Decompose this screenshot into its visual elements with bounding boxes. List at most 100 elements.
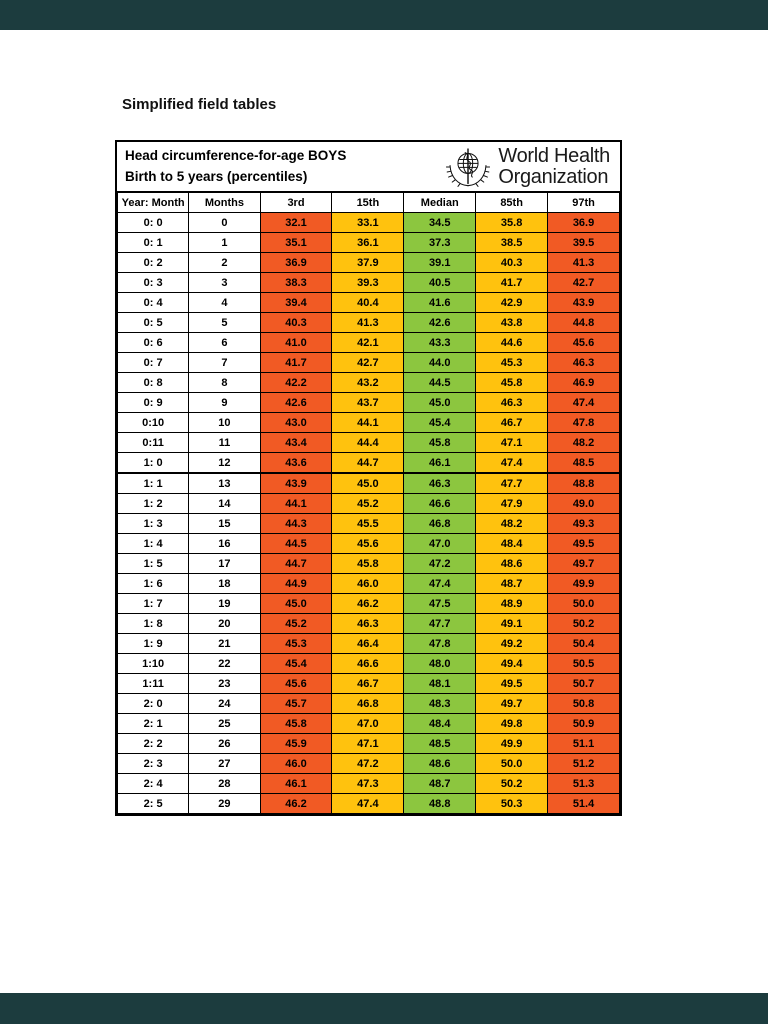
cell-p97: 51.3 bbox=[547, 773, 620, 794]
cell-months: 1 bbox=[188, 232, 261, 253]
cell-year-month: 1: 8 bbox=[116, 613, 190, 634]
cell-year-month: 2: 2 bbox=[116, 733, 190, 754]
col-header-year-month: Year: Month bbox=[116, 192, 190, 213]
cell-p3: 44.9 bbox=[259, 573, 333, 594]
table-row: 1: 3 15 44.3 45.5 46.8 48.2 49.3 bbox=[116, 513, 620, 534]
table-row: 1: 4 16 44.5 45.6 47.0 48.4 49.5 bbox=[116, 533, 620, 554]
cell-p85: 49.2 bbox=[475, 633, 549, 654]
table-row: 0:11 11 43.4 44.4 45.8 47.1 48.2 bbox=[116, 432, 620, 453]
cell-median: 45.4 bbox=[403, 412, 477, 433]
cell-months: 4 bbox=[188, 292, 261, 313]
cell-median: 46.8 bbox=[403, 513, 477, 534]
who-wordmark-line1: World Health bbox=[498, 145, 610, 168]
cell-p97: 47.4 bbox=[547, 392, 620, 413]
cell-p97: 49.3 bbox=[547, 513, 620, 534]
cell-p97: 50.9 bbox=[547, 713, 620, 734]
cell-months: 13 bbox=[188, 472, 261, 494]
cell-p15: 46.4 bbox=[331, 633, 405, 654]
cell-median: 44.0 bbox=[403, 352, 477, 373]
cell-p97: 50.2 bbox=[547, 613, 620, 634]
col-header-3rd: 3rd bbox=[259, 192, 333, 213]
cell-p15: 39.3 bbox=[331, 272, 405, 293]
cell-p97: 51.2 bbox=[547, 753, 620, 774]
cell-p3: 45.8 bbox=[259, 713, 333, 734]
cell-p85: 49.9 bbox=[475, 733, 549, 754]
table-row: 0: 2 2 36.9 37.9 39.1 40.3 41.3 bbox=[116, 252, 620, 273]
cell-year-month: 1: 5 bbox=[116, 553, 190, 574]
cell-median: 47.2 bbox=[403, 553, 477, 574]
cell-median: 34.5 bbox=[403, 212, 477, 233]
cell-months: 3 bbox=[188, 272, 261, 293]
cell-months: 5 bbox=[188, 312, 261, 333]
cell-p3: 45.4 bbox=[259, 653, 333, 674]
table-row: 0: 0 0 32.1 33.1 34.5 35.8 36.9 bbox=[116, 212, 620, 233]
cell-p85: 48.7 bbox=[475, 573, 549, 594]
table-row: 1: 9 21 45.3 46.4 47.8 49.2 50.4 bbox=[116, 633, 620, 654]
table-row: 1: 1 13 43.9 45.0 46.3 47.7 48.8 bbox=[116, 472, 620, 494]
cell-p97: 39.5 bbox=[547, 232, 620, 253]
cell-p15: 45.8 bbox=[331, 553, 405, 574]
table-row: 2: 3 27 46.0 47.2 48.6 50.0 51.2 bbox=[116, 753, 620, 774]
cell-year-month: 0: 2 bbox=[116, 252, 190, 273]
table-row: 2: 1 25 45.8 47.0 48.4 49.8 50.9 bbox=[116, 713, 620, 734]
cell-median: 47.5 bbox=[403, 593, 477, 614]
cell-p85: 49.4 bbox=[475, 653, 549, 674]
page-title: Simplified field tables bbox=[122, 96, 277, 113]
cell-median: 46.1 bbox=[403, 452, 477, 474]
cell-p3: 32.1 bbox=[259, 212, 333, 233]
cell-p15: 46.7 bbox=[331, 673, 405, 694]
table-row: 0:10 10 43.0 44.1 45.4 46.7 47.8 bbox=[116, 412, 620, 433]
cell-p97: 49.0 bbox=[547, 493, 620, 514]
cell-p3: 45.0 bbox=[259, 593, 333, 614]
cell-median: 46.6 bbox=[403, 493, 477, 514]
cell-median: 46.3 bbox=[403, 472, 477, 494]
who-logo-block: World Health Organization bbox=[445, 144, 612, 190]
table-row: 0: 6 6 41.0 42.1 43.3 44.6 45.6 bbox=[116, 332, 620, 353]
cell-p15: 46.6 bbox=[331, 653, 405, 674]
cell-months: 23 bbox=[188, 673, 261, 694]
cell-p97: 51.1 bbox=[547, 733, 620, 754]
table-row: 0: 7 7 41.7 42.7 44.0 45.3 46.3 bbox=[116, 352, 620, 373]
table-row: 1:11 23 45.6 46.7 48.1 49.5 50.7 bbox=[116, 673, 620, 694]
cell-p15: 41.3 bbox=[331, 312, 405, 333]
table-row: 2: 5 29 46.2 47.4 48.8 50.3 51.4 bbox=[116, 793, 620, 814]
cell-median: 40.5 bbox=[403, 272, 477, 293]
cell-p3: 39.4 bbox=[259, 292, 333, 313]
cell-year-month: 1: 6 bbox=[116, 573, 190, 594]
cell-p15: 47.2 bbox=[331, 753, 405, 774]
cell-median: 45.0 bbox=[403, 392, 477, 413]
cell-p15: 45.6 bbox=[331, 533, 405, 554]
cell-p85: 50.3 bbox=[475, 793, 549, 814]
cell-year-month: 1: 0 bbox=[116, 452, 190, 474]
cell-median: 48.5 bbox=[403, 733, 477, 754]
percentile-table: Year: Month Months 3rd 15th Median 85th … bbox=[116, 192, 620, 814]
table-row: 0: 8 8 42.2 43.2 44.5 45.8 46.9 bbox=[116, 372, 620, 393]
cell-year-month: 0: 3 bbox=[116, 272, 190, 293]
cell-p15: 42.1 bbox=[331, 332, 405, 353]
cell-p97: 49.7 bbox=[547, 553, 620, 574]
table-title-line2: Birth to 5 years (percentiles) bbox=[125, 168, 308, 184]
cell-p97: 49.5 bbox=[547, 533, 620, 554]
cell-year-month: 0: 9 bbox=[116, 392, 190, 413]
cell-months: 11 bbox=[188, 432, 261, 453]
cell-months: 27 bbox=[188, 753, 261, 774]
cell-p3: 46.0 bbox=[259, 753, 333, 774]
cell-p85: 38.5 bbox=[475, 232, 549, 253]
cell-p15: 47.0 bbox=[331, 713, 405, 734]
cell-months: 22 bbox=[188, 653, 261, 674]
cell-year-month: 0: 7 bbox=[116, 352, 190, 373]
cell-year-month: 0: 6 bbox=[116, 332, 190, 353]
cell-p15: 47.1 bbox=[331, 733, 405, 754]
cell-median: 48.3 bbox=[403, 693, 477, 714]
cell-year-month: 0: 8 bbox=[116, 372, 190, 393]
cell-p15: 47.4 bbox=[331, 793, 405, 814]
cell-p15: 36.1 bbox=[331, 232, 405, 253]
cell-months: 26 bbox=[188, 733, 261, 754]
who-field-table: Head circumference-for-age BOYS Birth to… bbox=[115, 140, 622, 816]
viewer-bottom-bar bbox=[0, 993, 768, 1024]
cell-p85: 46.3 bbox=[475, 392, 549, 413]
cell-p85: 47.7 bbox=[475, 472, 549, 494]
cell-p3: 45.3 bbox=[259, 633, 333, 654]
col-header-median: Median bbox=[403, 192, 477, 213]
